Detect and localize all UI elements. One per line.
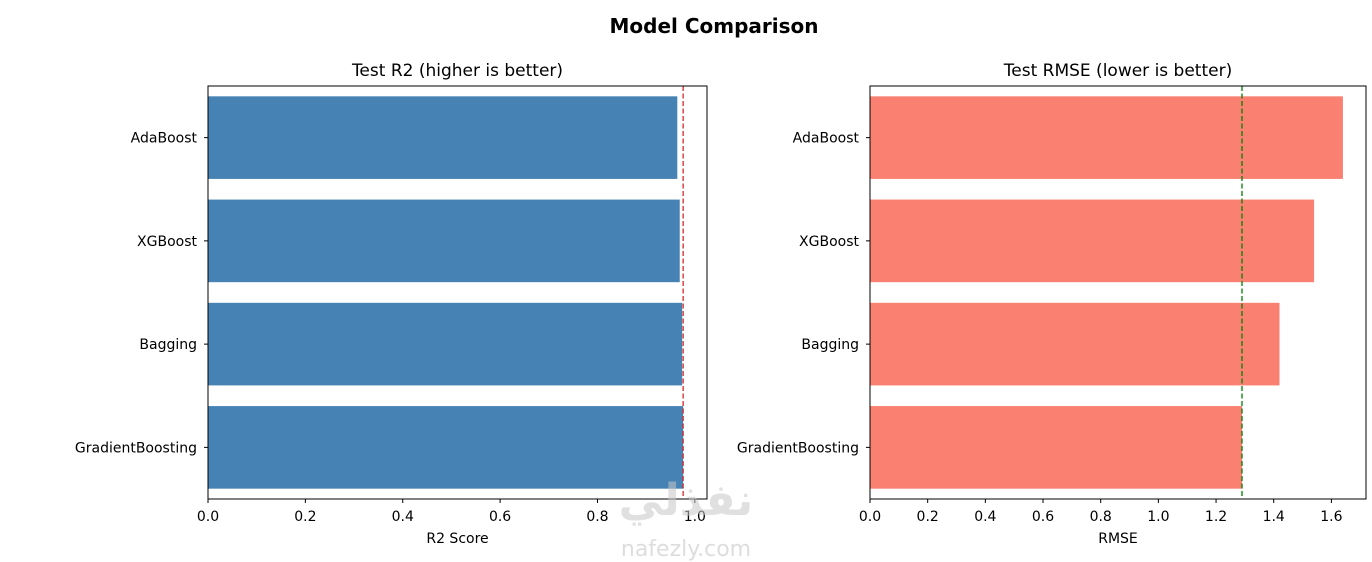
bar-xgboost [208,199,680,283]
rmse-panel: Test RMSE (lower is better) AdaBoost XGBoo… [737,61,1367,547]
y-tick-label: Bagging [801,337,859,353]
x-tick-label: 1.6 [1320,509,1342,525]
x-tick-label: 0.2 [294,509,316,525]
x-tick-label: 0.4 [392,509,414,525]
x-axis-label: RMSE [1098,531,1138,547]
y-tick-label: Bagging [139,337,197,353]
figure-suptitle: Model Comparison [609,14,818,38]
x-tick-label: 0.6 [489,509,511,525]
watermark-arabic: نفذلي [619,475,754,526]
r2-panel: Test R2 (higher is better) AdaBoost XGBoos… [75,61,708,547]
y-tick-label: XGBoost [799,234,859,250]
x-axis-label: R2 Score [426,531,488,547]
y-tick-label: AdaBoost [793,131,860,147]
axes-title: Test R2 (higher is better) [351,61,563,81]
bar-adaboost [870,96,1343,179]
watermark-latin: nafezly.com [621,537,751,562]
y-tick-label: XGBoost [137,234,197,250]
axes-title: Test RMSE (lower is better) [1003,61,1232,81]
bar-bagging [870,302,1280,386]
x-tick-label: 0.8 [1090,509,1112,525]
y-tick-label: AdaBoost [131,131,198,147]
y-tick-label: GradientBoosting [737,440,859,456]
x-tick-label: 1.0 [1147,509,1169,525]
x-tick-label: 0.6 [1032,509,1054,525]
bar-gradientboosting [208,406,684,489]
x-tick-label: 0.8 [586,509,608,525]
axes-frame [207,85,708,500]
x-tick-label: 1.4 [1263,509,1285,525]
y-tick-label: GradientBoosting [75,440,197,456]
x-tick-label: 0.4 [974,509,996,525]
axes-frame [869,85,1367,500]
x-tick-label: 1.2 [1205,509,1227,525]
bar-adaboost [208,96,678,179]
bar-gradientboosting [870,406,1242,489]
x-tick-label: 0.2 [917,509,939,525]
bar-xgboost [870,199,1315,283]
x-tick-label: 0.0 [859,509,881,525]
x-tick-label: 1.0 [684,509,706,525]
watermark: نفذلي nafezly.com [619,475,754,562]
bar-bagging [208,302,683,386]
x-tick-label: 0.0 [197,509,219,525]
